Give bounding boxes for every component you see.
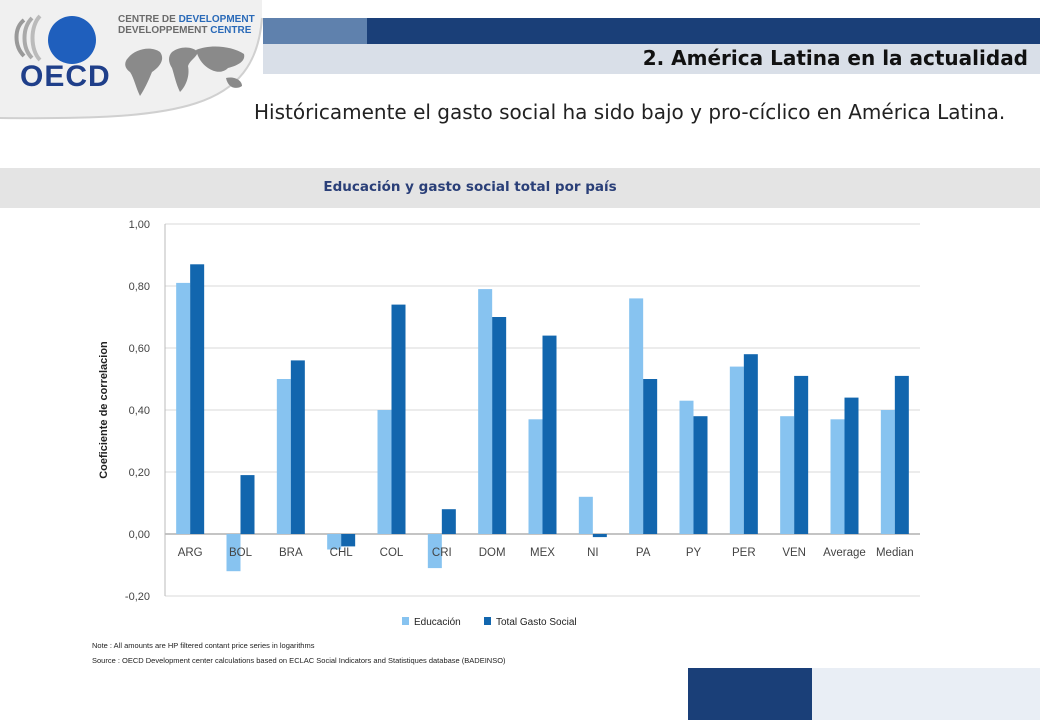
legend-label: Educación [414, 617, 461, 628]
x-tick-label: PA [636, 547, 651, 559]
section-title: 2. América Latina en la actualidad [642, 46, 1028, 70]
x-tick-label: PY [686, 547, 702, 559]
legend-swatch [402, 617, 409, 625]
x-tick-label: DOM [479, 547, 506, 559]
bar-educacion-bol [226, 534, 241, 572]
bar-total-gasto-social-arg [190, 264, 205, 534]
bar-total-gasto-social-bol [240, 475, 255, 534]
bar-total-gasto-social-ven [794, 375, 809, 534]
bar-total-gasto-social-py [693, 416, 708, 534]
chart-title-band: Educación y gasto social total por país [0, 168, 1040, 208]
chart-title: Educación y gasto social total por país [323, 179, 617, 195]
y-tick-label: 1,00 [129, 219, 150, 231]
header-subbar [263, 44, 1040, 74]
bar-educacion-py [679, 400, 694, 534]
bar-educacion-mex [528, 419, 543, 534]
y-axis-label: Coeficiente de correlacion [98, 341, 110, 479]
x-tick-label: Median [876, 547, 914, 559]
bar-educacion-bra [276, 379, 291, 534]
oecd-logo-icon [14, 14, 96, 64]
y-tick-label: -0,20 [125, 591, 150, 603]
x-tick-label: ARG [178, 547, 203, 559]
legend-swatch [484, 617, 491, 625]
y-tick-label: 0,60 [129, 343, 150, 355]
bar-total-gasto-social-chl [341, 534, 356, 547]
dev-centre-line1b: DEVELOPMENT [178, 14, 255, 25]
bar-total-gasto-social-col [391, 304, 406, 534]
bar-chart: -0,20 0,00 0,20 0,40 0,60 0,80 1,00 Coeficiente… [98, 219, 920, 628]
x-tick-label: COL [380, 547, 404, 559]
x-tick-label: VEN [782, 547, 806, 559]
bar-educacion-ni [578, 496, 593, 534]
bar-total-gasto-social-ni [592, 534, 607, 538]
x-tick-label: PER [732, 547, 756, 559]
chart-note: Note : All amounts are HP filtered conta… [92, 641, 315, 650]
bar-educacion-chl [327, 534, 342, 550]
bar-total-gasto-social-bra [290, 360, 305, 534]
x-tick-label: BOL [229, 547, 253, 559]
bar-educacion-per [729, 366, 744, 534]
bar-educacion-ven [780, 416, 795, 534]
y-tick-label: 0,20 [129, 467, 150, 479]
y-tick-label: 0,80 [129, 281, 150, 293]
dev-centre-line1a: CENTRE DE [118, 14, 179, 25]
header-bar [263, 18, 1040, 44]
bar-educacion-pa [629, 298, 644, 534]
bar-total-gasto-social-dom [492, 317, 507, 534]
oecd-logo-text: OECD [20, 60, 111, 93]
x-tick-label: Average [823, 547, 866, 559]
bar-educacion-average [830, 419, 845, 534]
bar-total-gasto-social-average [844, 397, 859, 534]
bar-educacion-median [880, 410, 895, 534]
bar-educacion-arg [176, 282, 191, 534]
development-centre-logo: CENTRE DE DEVELOPMENT DEVELOPPEMENT CENT… [118, 14, 255, 36]
world-map-icon [125, 46, 245, 96]
bar-total-gasto-social-pa [643, 379, 658, 534]
bar-total-gasto-social-median [894, 375, 909, 534]
bar-educacion-dom [478, 289, 493, 534]
dev-centre-line2a: DEVELOPPEMENT [118, 25, 211, 36]
x-tick-label: BRA [279, 547, 303, 559]
bar-total-gasto-social-per [743, 354, 758, 534]
bar-total-gasto-social-mex [542, 335, 557, 534]
dev-centre-line2b: CENTRE [210, 25, 252, 36]
legend-label: Total Gasto Social [496, 617, 577, 628]
main-text: Históricamente el gasto social ha sido b… [254, 100, 1006, 124]
y-tick-label: 0,00 [129, 529, 150, 541]
chart-source: Source : OECD Development center calcula… [92, 656, 506, 665]
x-tick-label: CRI [432, 547, 452, 559]
footer-decoration [688, 668, 1040, 720]
x-tick-label: MEX [530, 547, 555, 559]
y-tick-label: 0,40 [129, 405, 150, 417]
x-tick-label: NI [587, 547, 599, 559]
bar-educacion-col [377, 410, 392, 534]
x-tick-label: CHL [330, 547, 354, 559]
bar-educacion-cri [427, 534, 442, 569]
bar-total-gasto-social-cri [441, 509, 456, 534]
